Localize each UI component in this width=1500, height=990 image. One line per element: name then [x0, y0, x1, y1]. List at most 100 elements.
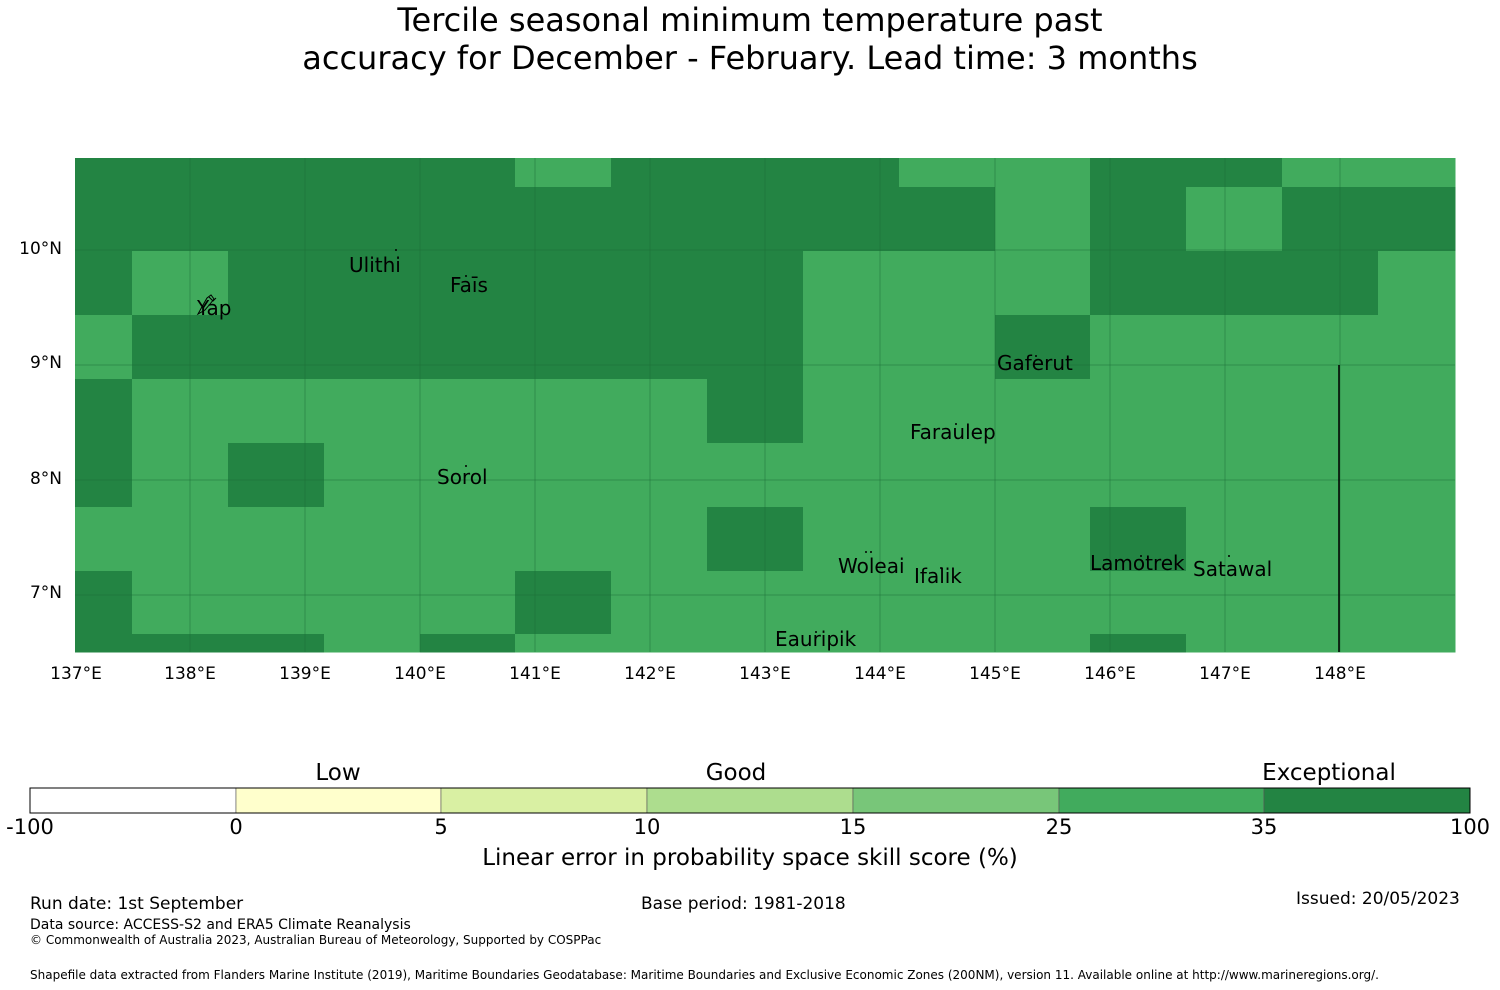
- grid-cell: [1186, 251, 1283, 316]
- grid-cell: [324, 187, 421, 252]
- colorbar-segment: [440, 787, 648, 814]
- yap-island-outline-icon: [196, 294, 217, 316]
- grid-cell: [899, 251, 996, 316]
- grid-cell: [515, 158, 612, 188]
- grid-cell: [1282, 315, 1379, 380]
- grid-cell: [515, 507, 612, 572]
- grid-cell: [899, 379, 996, 444]
- grid-cell: [803, 571, 900, 635]
- grid-cell: [1378, 187, 1456, 252]
- grid-cell: [132, 158, 229, 188]
- grid-cell: [803, 507, 900, 572]
- place-faraulep: Faraulep: [910, 420, 996, 444]
- place-ulithi: Ulithi: [349, 253, 401, 277]
- lat-label-10n: 10°N: [19, 239, 62, 259]
- grid-cell: [1090, 158, 1187, 188]
- place-ifalik: Ifalik: [914, 564, 962, 588]
- grid-cell: [228, 379, 325, 444]
- grid-cell: [995, 315, 1091, 380]
- grid-cell: [324, 443, 421, 508]
- grid-cell: [899, 187, 996, 252]
- colorbar-frame: [29, 787, 1471, 814]
- grid-cell: [324, 158, 421, 188]
- lon-label-145e: 145°E: [969, 664, 1021, 684]
- grid-cell: [420, 379, 516, 444]
- grid-cell: [995, 187, 1091, 252]
- place-woleai: Woleai: [838, 554, 905, 578]
- grid-cell: [707, 634, 804, 653]
- tick-label: 25: [1045, 815, 1073, 839]
- grid-cell: [324, 634, 421, 653]
- grid-cell: [324, 379, 421, 444]
- grid-cell: [1090, 571, 1187, 635]
- grid-cell: [75, 158, 133, 188]
- grid-cell: [420, 315, 516, 380]
- grid-cell: [1282, 507, 1379, 572]
- colorbar-segment: [1058, 787, 1265, 814]
- grid-cell: [611, 158, 708, 188]
- grid-cell: [75, 443, 133, 508]
- grid-cell: [228, 571, 325, 635]
- grid-cell: [707, 379, 804, 444]
- tick-label: 10: [633, 815, 661, 839]
- grid-cell: [1282, 187, 1379, 252]
- grid-cell: [324, 315, 421, 380]
- grid-cell: [1378, 251, 1456, 316]
- tick-label: 15: [839, 815, 867, 839]
- lat-label-7n: 7°N: [29, 583, 62, 603]
- grid-cell: [75, 251, 133, 316]
- grid-cell: [611, 187, 708, 252]
- grid-cell: [1282, 158, 1379, 188]
- grid-cell: [1186, 187, 1283, 252]
- grid-cell: [1186, 379, 1283, 444]
- category-good: Good: [705, 760, 767, 786]
- grid-cell: [1378, 443, 1456, 508]
- grid-cell: [611, 379, 708, 444]
- grid-cell: [132, 315, 229, 380]
- grid-cell: [132, 251, 229, 316]
- grid-cell: [611, 251, 708, 316]
- colorbar-segment: [1263, 787, 1471, 814]
- skill-grid: [75, 158, 1456, 653]
- lon-label-141e: 141°E: [509, 664, 561, 684]
- grid-cell: [75, 507, 133, 572]
- colorbar-segment: [29, 787, 237, 814]
- lat-label-8n: 8°N: [29, 469, 62, 489]
- grid-cell: [228, 315, 325, 380]
- category-low: Low: [315, 760, 361, 786]
- island-dots: [395, 249, 1230, 633]
- lon-label-143e: 143°E: [739, 664, 791, 684]
- grid-cell: [803, 251, 900, 316]
- grid-cell: [803, 379, 900, 444]
- tick-label: 100: [1449, 815, 1491, 839]
- grid-cell: [1090, 507, 1187, 572]
- lat-label-9n: 9°N: [29, 353, 62, 373]
- map-gridlines: [75, 158, 1455, 652]
- grid-cell: [132, 187, 229, 252]
- grid-cell: [1282, 379, 1379, 444]
- grid-cell: [515, 251, 612, 316]
- grid-cell: [228, 158, 325, 188]
- grid-cell: [995, 571, 1091, 635]
- grid-cell: [1378, 507, 1456, 572]
- grid-cell: [1090, 251, 1187, 316]
- grid-cell: [1282, 443, 1379, 508]
- grid-cell: [995, 158, 1091, 188]
- colorbar: [29, 787, 1471, 814]
- colorbar-segment: [646, 787, 854, 814]
- grid-cell: [324, 571, 421, 635]
- grid-cell: [611, 571, 708, 635]
- data-source: Data source: ACCESS-S2 and ERA5 Climate …: [30, 917, 411, 933]
- lon-label-147e: 147°E: [1199, 664, 1251, 684]
- lon-label-138e: 138°E: [164, 664, 216, 684]
- lon-label-137e: 137°E: [50, 664, 102, 684]
- grid-cell: [228, 251, 325, 316]
- grid-cell: [899, 571, 996, 635]
- grid-cell: [420, 571, 516, 635]
- category-exceptional: Exceptional: [1262, 760, 1396, 786]
- grid-cell: [1186, 443, 1283, 508]
- tick-label: 5: [434, 815, 448, 839]
- colorbar-segment: [235, 787, 442, 814]
- base-period: Base period: 1981-2018: [641, 894, 846, 914]
